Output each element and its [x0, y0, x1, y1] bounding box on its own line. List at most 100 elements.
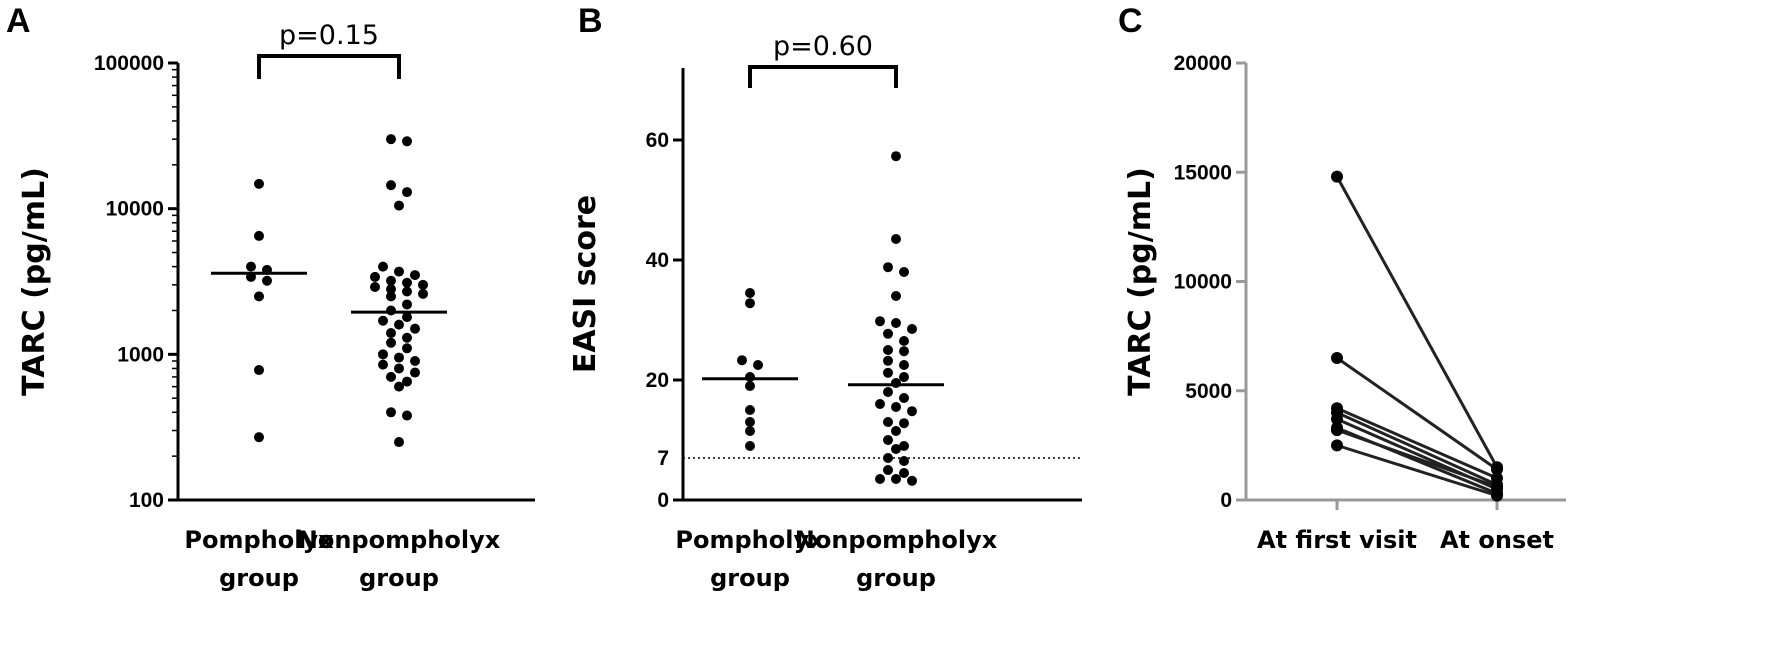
chart-a-data-point-group-2	[410, 355, 420, 366]
chart-b-data-point-group-1	[737, 355, 747, 366]
chart-b-x-category-label: group	[710, 564, 790, 592]
chart-c-pair-line	[1336, 356, 1498, 471]
chart-b-data-point-group-1	[745, 405, 755, 415]
chart-b-data-point-group-2	[899, 418, 909, 429]
chart-a-y-tick-label: 10000	[106, 198, 164, 221]
chart-b-data-point-group-2	[883, 345, 893, 355]
chart-b-data-point-group-2	[891, 402, 901, 412]
chart-b-data-point-group-1	[745, 441, 755, 451]
chart-c-pair-line	[1336, 443, 1498, 498]
chart-a-data-point-group-2	[410, 367, 420, 378]
chart-b-x-category-label: Pompholyx	[675, 526, 825, 554]
chart-c-x-category-label: At first visit	[1257, 526, 1417, 554]
chart-b-data-point-group-2	[907, 406, 917, 417]
chart-c-y-tick-label: 10000	[1174, 271, 1232, 294]
chart-b-data-point-group-2	[899, 393, 909, 403]
chart-b-data-point-group-2	[883, 465, 893, 475]
chart-a-data-point-group-1	[254, 291, 264, 302]
chart-c-data-point-onset	[1491, 463, 1503, 476]
chart-a-data-point-group-2	[410, 270, 420, 281]
chart-a-data-point-group-2	[402, 332, 412, 343]
chart-b-data-point-group-1	[745, 417, 755, 427]
chart-b-data-point-group-2	[883, 453, 893, 463]
chart-b-data-point-group-2	[899, 441, 909, 451]
chart-c-data-point-first-visit	[1331, 439, 1343, 452]
chart-a-data-point-group-2	[386, 284, 396, 295]
chart-b-data-point-group-2	[883, 387, 893, 397]
chart-b-x-category-label: Nonpompholyx	[795, 526, 998, 554]
chart-b-data-point-group-2	[891, 291, 901, 301]
chart-b-data-point-group-2	[907, 475, 917, 486]
chart-b-data-point-group-2	[899, 360, 909, 370]
chart-b-data-point-group-2	[891, 151, 901, 162]
chart-a-data-point-group-2	[402, 410, 412, 421]
chart-a-data-point-group-2	[402, 187, 412, 198]
chart-b-data-point-group-2	[875, 474, 885, 484]
chart-a-data-point-group-2	[378, 359, 388, 370]
chart-a-data-point-group-1	[254, 365, 264, 376]
chart-a-data-point-group-2	[402, 136, 412, 147]
chart-a-data-point-group-2	[402, 277, 412, 288]
chart-b-y-tick-label: 60	[646, 129, 669, 152]
chart-b-data-point-group-2	[891, 426, 901, 436]
chart-a-data-point-group-2	[370, 271, 380, 282]
chart-a-y-tick-label: 100000	[94, 52, 164, 75]
chart-a-y-axis-label: TARC (pg/mL)	[17, 167, 52, 396]
chart-a-data-point-group-2	[370, 281, 380, 292]
panel-letter-a: A	[6, 2, 31, 40]
chart-a-data-point-group-1	[254, 230, 264, 241]
chart-c-x-category-label: At onset	[1440, 526, 1554, 554]
chart-a-data-point-group-2	[394, 363, 404, 374]
chart-b-data-point-group-2	[891, 318, 901, 328]
chart-a-data-point-group-1	[246, 261, 256, 272]
chart-a-data-point-group-2	[386, 371, 396, 382]
chart-c-y-axis-label: TARC (pg/mL)	[1123, 167, 1158, 396]
chart-a-data-point-group-1	[262, 275, 272, 286]
chart-b-data-point-group-2	[883, 417, 893, 427]
chart-a-y-tick-label: 100	[129, 489, 164, 512]
chart-c-y-tick-label: 15000	[1174, 161, 1232, 184]
chart-b-data-point-group-1	[745, 426, 755, 436]
chart-b-data-point-group-2	[883, 355, 893, 366]
chart-a-data-point-group-2	[386, 180, 396, 191]
chart-a-data-point-group-1	[254, 432, 264, 443]
chart-b-y-tick-label: 0	[657, 489, 669, 512]
chart-a-data-point-group-2	[418, 279, 428, 290]
chart-a-data-point-group-2	[394, 381, 404, 392]
chart-b-data-point-group-2	[891, 234, 901, 244]
chart-b-data-point-group-2	[891, 444, 901, 454]
chart-b-data-point-group-2	[899, 346, 909, 357]
chart-a-data-point-group-2	[386, 337, 396, 348]
chart-a-data-point-group-2	[386, 291, 396, 302]
chart-a-data-point-group-2	[386, 407, 396, 418]
chart-a-x-category-label: Nonpompholyx	[298, 526, 501, 554]
chart-b-data-point-group-2	[899, 267, 909, 277]
chart-b-data-point-group-2	[875, 399, 885, 409]
chart-b-data-point-group-1	[745, 288, 755, 298]
chart-b-data-point-group-2	[907, 324, 917, 334]
chart-a-data-point-group-2	[402, 286, 412, 297]
chart-c-data-point-onset	[1491, 480, 1503, 493]
chart-a-data-point-group-2	[386, 134, 396, 145]
chart-c-data-point-onset	[1491, 489, 1503, 502]
chart-a-p-value: p=0.15	[279, 20, 379, 51]
chart-b-x-category-label: group	[856, 564, 936, 592]
chart-c-y-tick-label: 20000	[1174, 52, 1232, 75]
chart-a-data-point-group-2	[394, 200, 404, 211]
chart-b-data-point-group-2	[883, 328, 893, 339]
chart-b-data-point-group-2	[875, 316, 885, 327]
chart-a-significance-bracket	[257, 54, 401, 79]
chart-c-pair-line	[1336, 411, 1498, 487]
chart-b-data-point-group-2	[899, 468, 909, 478]
chart-b-data-point-group-2	[883, 367, 893, 378]
chart-a-data-point-group-2	[402, 299, 412, 310]
chart-b-significance-bracket	[748, 65, 898, 88]
chart-a-data-point-group-2	[386, 328, 396, 339]
chart-c-pair-line	[1336, 406, 1498, 480]
chart-a-x-category-label: Pompholyx	[184, 526, 334, 554]
chart-c-data-point-first-visit	[1331, 424, 1343, 437]
chart-a-data-point-group-2	[378, 349, 388, 360]
chart-b-data-point-group-1	[745, 298, 755, 309]
